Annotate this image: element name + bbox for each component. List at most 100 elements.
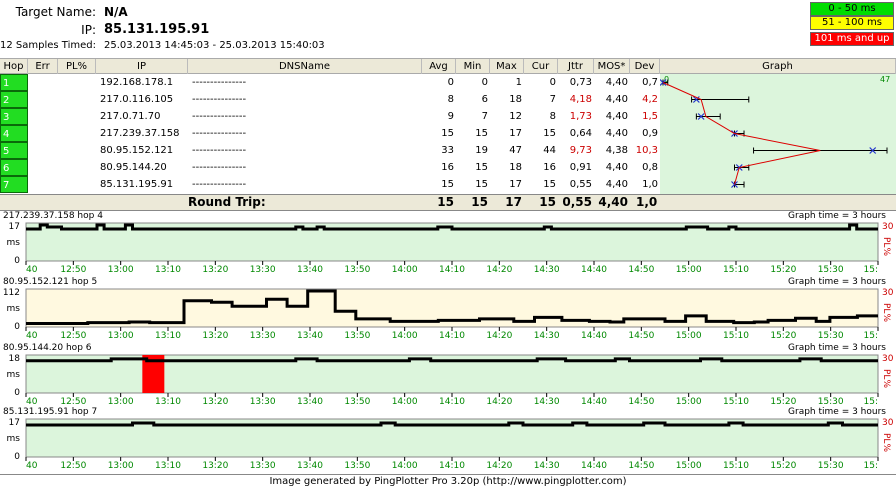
x-axis-tick-label: 15:20 (770, 397, 796, 407)
hop-cur: 15 (543, 128, 556, 139)
y-axis-zero: 0 (14, 452, 20, 462)
graph-scale-min: 0 (664, 75, 669, 84)
table-row[interactable]: 7 85.131.195.91 --------------- 15 15 17 15 0,5… (0, 176, 660, 193)
col-dev[interactable]: Dev (630, 59, 660, 74)
round-trip-mos: 4,40 (598, 195, 628, 209)
x-axis-tick-label: 40 (26, 397, 38, 407)
hop-ip: 217.0.116.105 (100, 94, 174, 105)
col-cur[interactable]: Cur (524, 59, 558, 74)
hop-avg: 0 (447, 77, 454, 88)
x-axis-tick-label: 40 (26, 461, 38, 471)
graph-avg-line (662, 82, 821, 185)
hop-dev: 1,5 (642, 111, 658, 122)
hop-dns: --------------- (192, 111, 247, 122)
table-row[interactable]: 5 80.95.152.121 --------------- 33 19 47 44 9,7… (0, 142, 660, 159)
col-graph[interactable]: Graph (660, 59, 896, 74)
hop-cur: 44 (543, 145, 556, 156)
x-axis-tick-label: 14:30 (534, 331, 560, 341)
round-trip-dev: 1,0 (636, 195, 658, 209)
x-axis-tick-label: 14:00 (392, 461, 418, 471)
time-graph-duration: Graph time = 3 hours (788, 211, 886, 221)
latency-graph: 0 47 (659, 75, 890, 188)
hop-dev: 0,8 (642, 162, 658, 173)
hop-mos: 4,38 (605, 145, 628, 156)
x-axis-tick-label: 14:50 (628, 397, 654, 407)
legend-yellow: 51 - 100 ms (810, 16, 894, 30)
legend-red: 101 ms and up (810, 32, 894, 46)
hop-jttr: 0,55 (569, 179, 592, 190)
time-graph-title: 80.95.152.121 hop 5 (3, 277, 98, 287)
hop-jttr: 4,18 (569, 94, 592, 105)
col-pl[interactable]: PL% (58, 59, 96, 74)
time-graph-hop: 217.239.37.158 hop 4 Graph time = 3 hours… (0, 211, 896, 277)
hop-ip: 80.95.152.121 (100, 145, 174, 156)
time-graph-title: 85.131.195.91 hop 7 (3, 407, 98, 417)
table-row[interactable]: 4 217.239.37.158 --------------- 15 15 17 15 0,… (0, 125, 660, 142)
x-axis-tick-label: 13:50 (344, 331, 370, 341)
x-axis-tick-label: 14:50 (628, 331, 654, 341)
graph-scale-max: 47 (880, 75, 890, 84)
time-graph-canvas: 17 ms 0 30 PL% 40 12:50 13:00 13:10 13:20 13:30 13:… (7, 222, 894, 275)
y-axis-zero: 0 (14, 388, 20, 398)
pl-axis-label: PL% (881, 237, 891, 256)
table-row[interactable]: 3 217.0.71.70 --------------- 9 7 12 8 1,73 4,40… (0, 108, 660, 125)
col-min[interactable]: Min (456, 59, 490, 74)
time-graph-hop: 80.95.152.121 hop 5 Graph time = 3 hours 1… (0, 277, 896, 343)
graph-current-marker (692, 96, 700, 103)
x-axis-tick-label: 15:30 (818, 265, 844, 275)
x-axis-tick-label: 15:10 (723, 265, 749, 275)
x-axis-tick-label: 14:10 (439, 265, 465, 275)
round-trip-jttr: 0,55 (562, 195, 592, 209)
x-axis-tick-label: 14:00 (392, 397, 418, 407)
x-axis-tick-label: 14:10 (439, 331, 465, 341)
pl-axis-label: PL% (881, 303, 891, 322)
x-axis-tick-label: 14:10 (439, 461, 465, 471)
x-axis-tick-label: 14:30 (534, 461, 560, 471)
hop-number: 4 (0, 125, 28, 142)
col-ip[interactable]: IP (96, 59, 188, 74)
hop-max: 18 (509, 94, 522, 105)
x-axis-tick-label: 13:00 (108, 265, 134, 275)
hop-cur: 7 (549, 94, 556, 105)
hop-avg: 8 (447, 94, 454, 105)
x-axis-tick-label: 14:30 (534, 397, 560, 407)
hop-mos: 4,40 (605, 162, 628, 173)
col-err[interactable]: Err (28, 59, 58, 74)
x-axis-tick-label: 13:30 (250, 331, 276, 341)
table-row[interactable]: 6 80.95.144.20 --------------- 16 15 18 16 0,91… (0, 159, 660, 176)
col-dnsname[interactable]: DNSName (188, 59, 422, 74)
hop-cur: 0 (549, 77, 556, 88)
col-avg[interactable]: Avg (422, 59, 456, 74)
x-axis-tick-label: 13:30 (250, 397, 276, 407)
table-row[interactable]: 1 192.168.178.1 --------------- 0 0 1 0 0,73 4,4… (0, 74, 660, 91)
time-graph-canvas: 112 ms 0 30 PL% 40 12:50 13:00 13:10 13:20 13:30 13… (3, 288, 894, 341)
hop-jttr: 1,73 (569, 111, 592, 122)
col-hop[interactable]: Hop (0, 59, 28, 74)
x-axis-tick-label: 13:30 (250, 461, 276, 471)
x-axis-tick-label: 13:00 (108, 331, 134, 341)
table-row[interactable]: 2 217.0.116.105 --------------- 8 6 18 7 4,18 4,… (0, 91, 660, 108)
hop-jttr: 0,73 (569, 77, 592, 88)
x-axis-tick-label: 13:20 (202, 331, 228, 341)
round-trip-row: Round Trip: 15 15 17 15 0,55 4,40 1,0 (0, 194, 896, 211)
x-axis-tick-label: 13:00 (108, 461, 134, 471)
time-graph-title: 217.239.37.158 hop 4 (3, 211, 103, 221)
hop-max: 12 (509, 111, 522, 122)
x-axis-tick-label: 12:50 (60, 461, 86, 471)
x-axis-tick-label: 15: (864, 265, 878, 275)
pl-axis-label: PL% (881, 369, 891, 388)
hop-avg: 33 (441, 145, 454, 156)
hop-number: 2 (0, 91, 28, 108)
col-mos[interactable]: MOS* (594, 59, 630, 74)
hop-dns: --------------- (192, 77, 247, 88)
y-axis-zero: 0 (14, 256, 20, 266)
col-jttr[interactable]: Jttr (558, 59, 594, 74)
col-max[interactable]: Max (490, 59, 524, 74)
x-axis-tick-label: 14:50 (628, 461, 654, 471)
hop-min: 7 (481, 111, 488, 122)
hop-number: 6 (0, 159, 28, 176)
x-axis-tick-label: 14:20 (486, 265, 512, 275)
x-axis-tick-label: 14:30 (534, 265, 560, 275)
hop-min: 19 (475, 145, 488, 156)
x-axis-tick-label: 15:30 (818, 331, 844, 341)
